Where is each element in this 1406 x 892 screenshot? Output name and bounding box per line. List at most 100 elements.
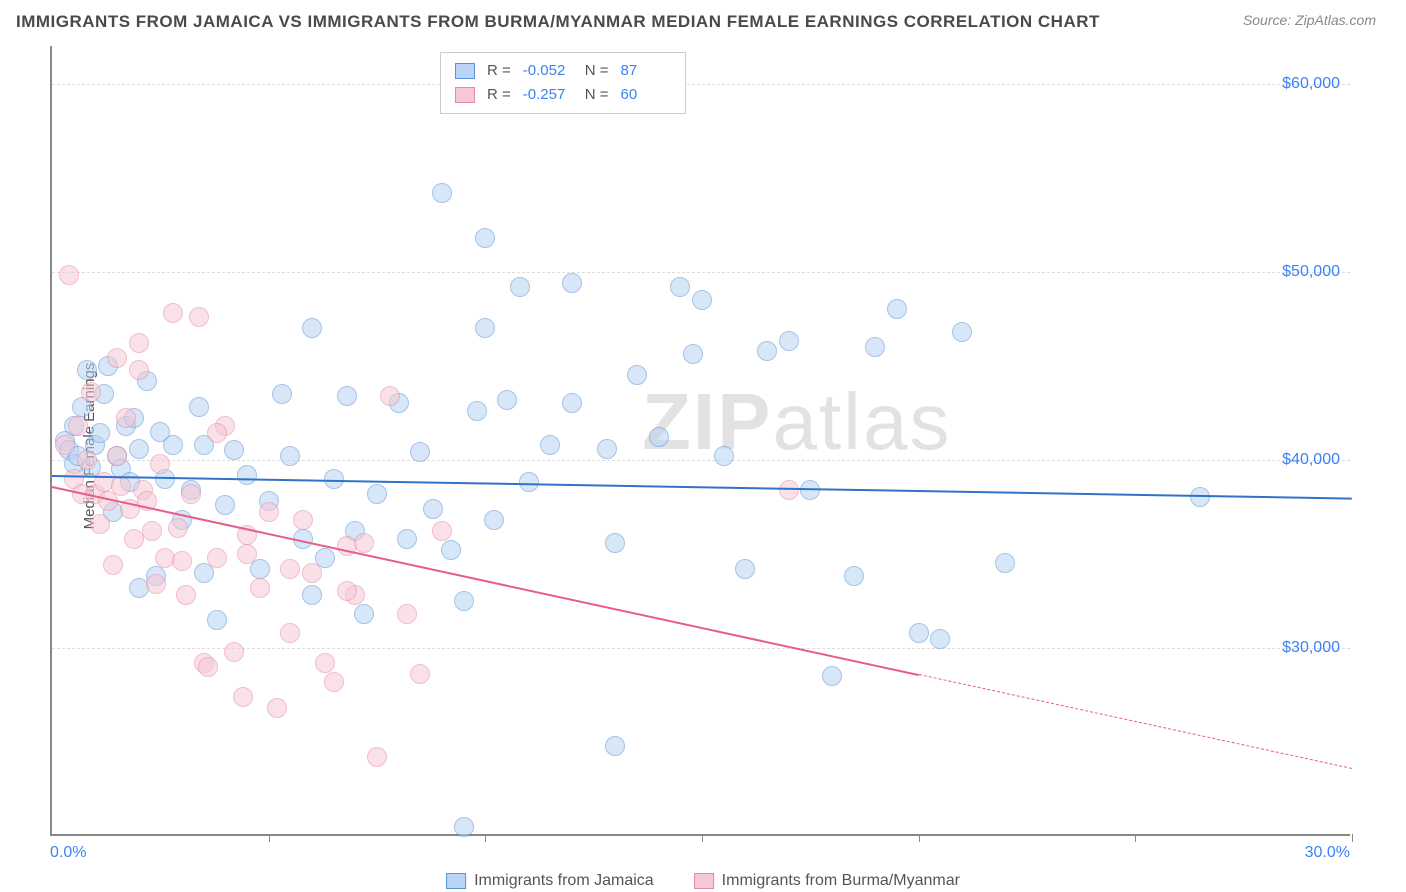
data-point: [302, 318, 322, 338]
y-tick-label: $30,000: [1282, 639, 1340, 657]
data-point: [129, 439, 149, 459]
data-point: [172, 551, 192, 571]
data-point: [779, 331, 799, 351]
data-point: [181, 484, 201, 504]
data-point: [432, 521, 452, 541]
swatch-burma: [455, 87, 475, 103]
data-point: [146, 574, 166, 594]
data-point: [475, 228, 495, 248]
data-point: [454, 591, 474, 611]
data-point: [995, 553, 1015, 573]
data-point: [77, 450, 97, 470]
watermark-bold: ZIP: [642, 377, 772, 466]
data-point: [207, 610, 227, 630]
data-point: [410, 664, 430, 684]
data-point: [224, 440, 244, 460]
watermark: ZIPatlas: [642, 376, 951, 468]
stats-row-burma: R = -0.257 N = 60: [455, 83, 671, 107]
data-point: [302, 563, 322, 583]
data-point: [77, 360, 97, 380]
x-tick: [269, 834, 270, 842]
data-point: [272, 384, 292, 404]
x-axis-min-label: 0.0%: [50, 844, 86, 862]
data-point: [280, 559, 300, 579]
r-label: R =: [487, 59, 511, 83]
x-axis-max-label: 30.0%: [1305, 844, 1350, 862]
legend-item-burma: Immigrants from Burma/Myanmar: [694, 872, 960, 890]
data-point: [397, 604, 417, 624]
legend-item-jamaica: Immigrants from Jamaica: [446, 872, 654, 890]
y-tick-label: $50,000: [1282, 263, 1340, 281]
data-point: [597, 439, 617, 459]
data-point: [233, 687, 253, 707]
data-point: [822, 666, 842, 686]
data-point: [354, 533, 374, 553]
data-point: [103, 555, 123, 575]
data-point: [207, 423, 227, 443]
data-point: [215, 495, 235, 515]
data-point: [337, 386, 357, 406]
data-point: [540, 435, 560, 455]
data-point: [692, 290, 712, 310]
data-point: [397, 529, 417, 549]
data-point: [510, 277, 530, 297]
series-legend: Immigrants from Jamaica Immigrants from …: [446, 872, 960, 890]
data-point: [441, 540, 461, 560]
watermark-light: atlas: [772, 377, 951, 466]
legend-label-jamaica: Immigrants from Jamaica: [474, 872, 654, 890]
data-point: [337, 581, 357, 601]
data-point: [315, 653, 335, 673]
data-point: [367, 484, 387, 504]
x-tick: [702, 834, 703, 842]
r-label: R =: [487, 83, 511, 107]
trend-line: [52, 475, 1352, 500]
data-point: [562, 393, 582, 413]
data-point: [68, 416, 88, 436]
data-point: [293, 510, 313, 530]
data-point: [81, 382, 101, 402]
data-point: [887, 299, 907, 319]
data-point: [250, 559, 270, 579]
gridline: [52, 84, 1350, 85]
trend-line-extrapolated: [919, 674, 1353, 769]
data-point: [129, 360, 149, 380]
data-point: [952, 322, 972, 342]
data-point: [467, 401, 487, 421]
gridline: [52, 272, 1350, 273]
data-point: [168, 518, 188, 538]
legend-label-burma: Immigrants from Burma/Myanmar: [722, 872, 960, 890]
n-value-burma: 60: [621, 83, 671, 107]
y-tick-label: $60,000: [1282, 75, 1340, 93]
data-point: [757, 341, 777, 361]
stats-row-jamaica: R = -0.052 N = 87: [455, 59, 671, 83]
x-tick: [919, 834, 920, 842]
data-point: [605, 533, 625, 553]
data-point: [909, 623, 929, 643]
n-label: N =: [585, 83, 609, 107]
data-point: [930, 629, 950, 649]
data-point: [189, 307, 209, 327]
gridline: [52, 648, 1350, 649]
n-value-jamaica: 87: [621, 59, 671, 83]
data-point: [649, 427, 669, 447]
data-point: [324, 469, 344, 489]
data-point: [163, 435, 183, 455]
data-point: [237, 465, 257, 485]
data-point: [59, 265, 79, 285]
data-point: [670, 277, 690, 297]
data-point: [1190, 487, 1210, 507]
data-point: [90, 514, 110, 534]
chart-title: IMMIGRANTS FROM JAMAICA VS IMMIGRANTS FR…: [16, 12, 1100, 32]
data-point: [735, 559, 755, 579]
swatch-jamaica: [455, 63, 475, 79]
data-point: [150, 454, 170, 474]
data-point: [714, 446, 734, 466]
data-point: [454, 817, 474, 837]
chart-area: ZIPatlas $30,000$40,000$50,000$60,000 R …: [50, 46, 1350, 836]
data-point: [198, 657, 218, 677]
stats-legend: R = -0.052 N = 87 R = -0.257 N = 60: [440, 52, 686, 114]
data-point: [107, 348, 127, 368]
data-point: [410, 442, 430, 462]
data-point: [129, 333, 149, 353]
data-point: [176, 585, 196, 605]
